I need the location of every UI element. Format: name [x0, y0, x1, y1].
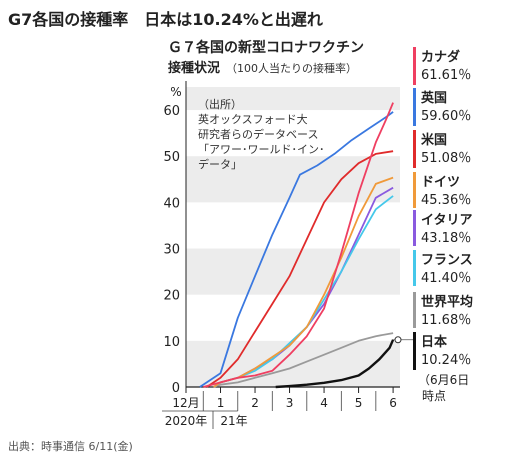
legend-value-label: 43.18％: [421, 231, 471, 246]
x-tick-label: 6: [389, 396, 397, 410]
legend-series-name: 英国: [420, 90, 447, 106]
grid-band: [186, 340, 400, 387]
y-tick-label: 50: [163, 150, 180, 165]
legend-swatch: [413, 47, 416, 85]
y-axis-label: %: [170, 85, 181, 99]
legend-swatch: [413, 332, 416, 370]
legend-series-name: 日本: [421, 334, 447, 350]
series-line: [275, 339, 395, 389]
y-tick-label: 30: [163, 243, 180, 258]
chart-title: Ｇ７各国の新型コロナワクチン: [168, 39, 364, 56]
legend-series-name: 米国: [421, 132, 447, 148]
x-tick-label: 2: [251, 396, 259, 410]
legend-series-name: 世界平均: [421, 294, 473, 310]
legend-swatch: [413, 292, 416, 328]
legend-value-label: 45.36％: [421, 193, 471, 208]
chart-subtitle-note: （100人当たりの接種率）: [226, 61, 357, 75]
x-tick-label: 1: [217, 396, 225, 410]
legend-value-label: 10.24％: [421, 353, 471, 368]
x-tick-label: 4: [320, 396, 328, 410]
source-link[interactable]: 出典：時事通信 6/11(金): [8, 440, 133, 453]
grid-band: [186, 248, 400, 295]
legend-swatch: [413, 130, 416, 168]
y-tick-label: 0: [172, 381, 180, 396]
source-annotation: 英オックスフォード大: [198, 112, 308, 126]
chart-subtitle: 接種状況: [168, 60, 220, 76]
legend-value-label: 59.60％: [421, 109, 471, 124]
y-tick-label: 60: [163, 104, 180, 119]
y-tick-label: 10: [163, 335, 180, 350]
date-note: 時点: [422, 389, 446, 403]
page-headline: G7各国の接種率 日本は10.24%と出遅れ: [8, 10, 323, 29]
legend-swatch: [413, 172, 416, 208]
legend-swatch: [413, 88, 416, 126]
source-annotation: （出所）: [198, 97, 242, 111]
legend-series-name: フランス: [421, 253, 473, 268]
legend-value-label: 61.61％: [421, 68, 471, 83]
year-label: 21年: [220, 414, 247, 428]
grid-band: [186, 156, 400, 203]
series-line: [213, 332, 394, 388]
series-line: [206, 150, 394, 388]
legend-value-label: 11.68％: [421, 313, 471, 328]
source-annotation: 研究者らのデータベース: [198, 127, 318, 141]
x-tick-label: 12月: [172, 396, 199, 410]
x-tick-label: 3: [286, 396, 294, 410]
grid-band: [186, 87, 400, 111]
legend-value-label: 51.08％: [421, 151, 471, 166]
end-marker: [394, 336, 402, 344]
legend-series-name: ドイツ: [421, 175, 460, 190]
series-line: [203, 102, 394, 388]
source-annotation: 「アワー･ワールド･イン･: [198, 143, 325, 156]
series-line: [199, 111, 394, 388]
year-label: 2020年: [165, 414, 208, 428]
legend-value-label: 41.40％: [421, 271, 471, 286]
y-tick-label: 40: [163, 196, 180, 211]
x-tick-label: 5: [355, 396, 363, 410]
legend-swatch: [413, 210, 416, 246]
legend-swatch: [413, 250, 416, 286]
source-annotation: データ」: [198, 157, 242, 171]
date-note: （6月6日: [418, 373, 469, 387]
y-tick-label: 20: [163, 289, 180, 304]
legend-series-name: カナダ: [421, 49, 460, 65]
legend-series-name: イタリア: [421, 213, 472, 228]
